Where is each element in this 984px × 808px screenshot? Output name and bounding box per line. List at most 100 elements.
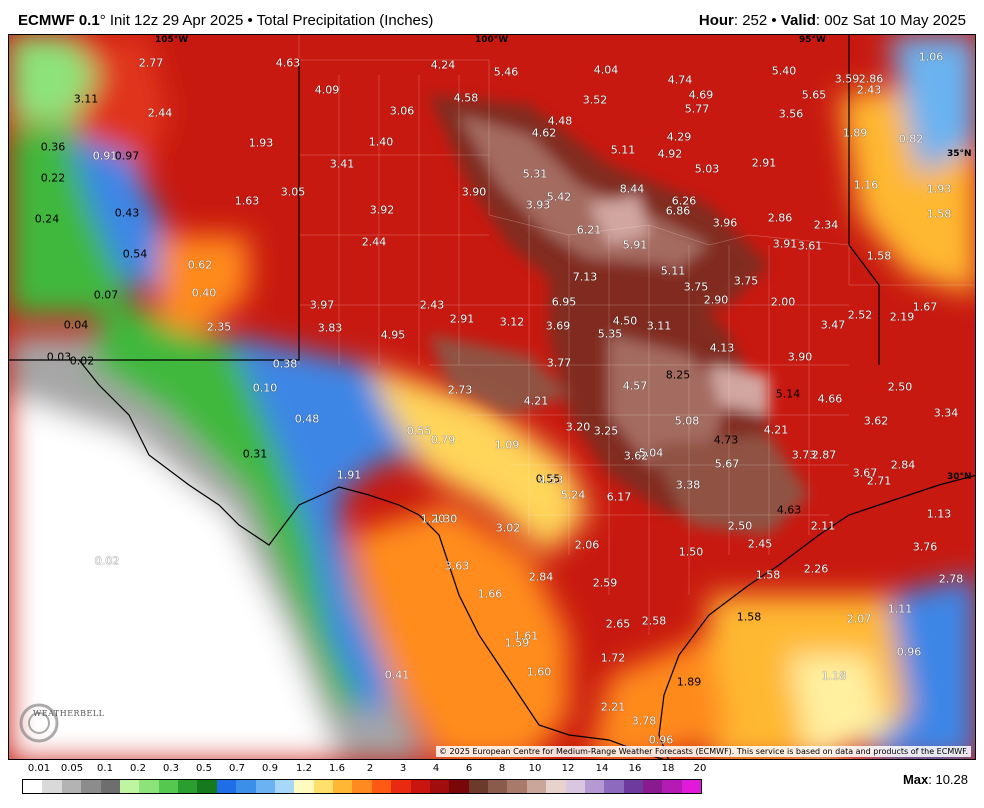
precip-value: 2.77: [138, 56, 164, 70]
precip-value: 3.92: [369, 203, 395, 217]
precip-value: 1.50: [678, 545, 704, 559]
legend-tick-label: 3: [399, 763, 407, 774]
precip-value: 3.78: [631, 714, 657, 728]
legend-tick-label: 0.3: [163, 763, 179, 774]
precip-value: 3.12: [499, 315, 525, 329]
legend-color-swatch: [81, 780, 101, 793]
precip-value: 4.73: [713, 433, 739, 447]
precip-value: 2.35: [206, 320, 232, 334]
bullet-2: •: [771, 12, 777, 29]
precip-value: 4.63: [776, 503, 802, 517]
precip-value: 0.54: [122, 247, 148, 261]
legend-color-swatch: [371, 780, 392, 793]
precip-value: 4.57: [622, 379, 648, 393]
precip-value: 1.16: [853, 178, 879, 192]
legend-tick-label: 1.6: [329, 763, 345, 774]
legend-tick-label: 0.9: [262, 763, 278, 774]
precip-value: 1.06: [918, 50, 944, 64]
weatherbell-logo: WEATHERBELL: [15, 695, 104, 735]
legend-color-swatch: [623, 780, 643, 793]
precip-value: 0.40: [191, 286, 217, 300]
precip-value: 1.59: [504, 636, 530, 650]
legend-color-swatch: [507, 780, 527, 793]
precip-value: 1.72: [600, 651, 626, 665]
precip-value: 1.66: [477, 587, 503, 601]
product-name: Total Precipitation (Inches): [256, 12, 434, 29]
precip-value: 5.40: [771, 64, 797, 78]
legend-color-swatch: [274, 780, 295, 793]
precip-value: 5.08: [674, 414, 700, 428]
copyright-notice: © 2025 European Centre for Medium-Range …: [436, 746, 971, 757]
precip-value: 0.03: [46, 350, 72, 364]
legend-color-swatch: [604, 780, 624, 793]
legend-color-swatch: [352, 780, 372, 793]
precip-value: 5.77: [684, 102, 710, 116]
precip-value: 1.20: [420, 512, 446, 526]
precip-value: 1.30: [432, 512, 458, 526]
precip-value: 3.06: [389, 104, 415, 118]
precip-value: 1.58: [736, 610, 762, 624]
legend-tick-label: 0.7: [229, 763, 245, 774]
precip-value: 0.10: [252, 381, 278, 395]
precip-value: 1.58: [926, 207, 952, 221]
precip-value: 8.44: [619, 182, 645, 196]
precip-map: 105°W 100°W 95°W 35°N 30°N 2.77 4.63 4.24 5…: [8, 34, 976, 760]
legend-color-swatch: [565, 780, 585, 793]
precip-value: 4.58: [453, 91, 479, 105]
valid-label: Valid: [780, 12, 816, 29]
precip-value: 2.43: [856, 83, 882, 97]
precip-value: 0.24: [34, 212, 60, 226]
valid-info: Hour: 252 • Valid: 00z Sat 10 May 2025: [699, 12, 966, 29]
precip-value: 0.02: [69, 354, 95, 368]
precip-value: 3.11: [646, 319, 672, 333]
precip-value: 4.04: [593, 63, 619, 77]
precip-value: 0.96: [896, 645, 922, 659]
bullet: •: [247, 12, 253, 29]
precip-value: 2.90: [703, 293, 729, 307]
precip-value: 0.22: [40, 171, 66, 185]
precip-value: 3.90: [461, 185, 487, 199]
precip-value: 0.38: [272, 357, 298, 371]
precip-value: 4.29: [666, 130, 692, 144]
precip-value: 2.50: [887, 380, 913, 394]
precip-value: 4.21: [763, 423, 789, 437]
precip-value: 3.02: [495, 521, 521, 535]
precip-value: 5.42: [546, 190, 572, 204]
legend-color-swatch: [681, 780, 702, 793]
precip-value: 3.38: [675, 478, 701, 492]
precip-value: 0.82: [898, 132, 924, 146]
precip-value: 5.11: [660, 264, 686, 278]
precip-value: 2.86: [767, 211, 793, 225]
legend-color-swatch: [429, 780, 450, 793]
legend-color-swatch: [449, 780, 469, 793]
precip-value: 2.34: [813, 218, 839, 232]
precip-value: 5.03: [694, 162, 720, 176]
precip-value: 0.55: [535, 472, 561, 486]
precip-value: 3.62: [623, 449, 649, 463]
precip-value: 5.31: [522, 167, 548, 181]
precip-value: 4.24: [430, 58, 456, 72]
precip-value: 3.62: [863, 414, 889, 428]
precip-value: 3.47: [820, 318, 846, 332]
precip-value: 3.25: [593, 424, 619, 438]
precip-value: 0.97: [114, 149, 140, 163]
precip-value: 2.58: [641, 614, 667, 628]
logo-text: WEATHERBELL: [33, 709, 105, 718]
precip-value: 3.56: [778, 107, 804, 121]
legend-tick-label: 0.05: [60, 763, 84, 774]
legend-tick-label: 20: [693, 763, 707, 774]
legend-colorbar: [22, 779, 702, 794]
legend-tick-label: 10: [528, 763, 542, 774]
hour-label: Hour: [698, 12, 734, 29]
legend-color-swatch: [488, 780, 508, 793]
legend-color-swatch: [100, 780, 120, 793]
legend-color-swatch: [643, 780, 663, 793]
max-number: : 10.28: [928, 772, 968, 787]
precip-value: 0.41: [384, 668, 410, 682]
lat-30: 30°N: [947, 472, 972, 482]
legend-tick-label: 4: [432, 763, 440, 774]
precip-value: 1.89: [676, 675, 702, 689]
precip-value: 5.35: [597, 327, 623, 341]
legend-color-swatch: [178, 780, 198, 793]
precip-value: 3.41: [329, 157, 355, 171]
